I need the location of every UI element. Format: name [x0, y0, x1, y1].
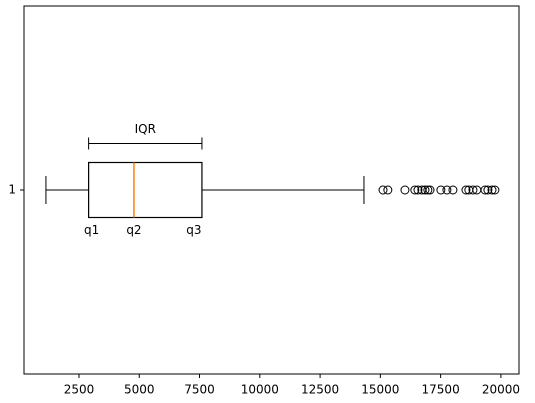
x-tick-label: 17500: [422, 383, 460, 397]
x-tick-label: 15000: [361, 383, 399, 397]
flier: [436, 185, 446, 195]
annotation: q3: [186, 223, 201, 237]
x-tick-label: 12500: [301, 383, 339, 397]
flier: [423, 185, 433, 195]
flier: [410, 185, 420, 195]
x-tick-label: 10000: [241, 383, 279, 397]
flier: [383, 185, 393, 195]
annotation: IQR: [135, 122, 156, 136]
annotation: q2: [126, 223, 141, 237]
flier: [480, 185, 490, 195]
flier: [483, 185, 493, 195]
y-tick-label: 1: [8, 183, 16, 197]
flier: [420, 185, 430, 195]
flier: [442, 185, 452, 195]
x-tick-label: 20000: [482, 383, 520, 397]
flier: [448, 185, 458, 195]
flier: [413, 185, 423, 195]
flier: [468, 185, 478, 195]
x-tick-label: 5000: [124, 383, 155, 397]
flier: [400, 185, 410, 195]
x-tick-label: 2500: [64, 383, 95, 397]
annotation: q1: [84, 223, 99, 237]
flier: [378, 185, 388, 195]
flier: [490, 185, 500, 195]
flier: [487, 185, 497, 195]
flier: [461, 185, 471, 195]
box: [88, 161, 203, 219]
x-tick-label: 7500: [184, 383, 215, 397]
flier: [425, 185, 435, 195]
